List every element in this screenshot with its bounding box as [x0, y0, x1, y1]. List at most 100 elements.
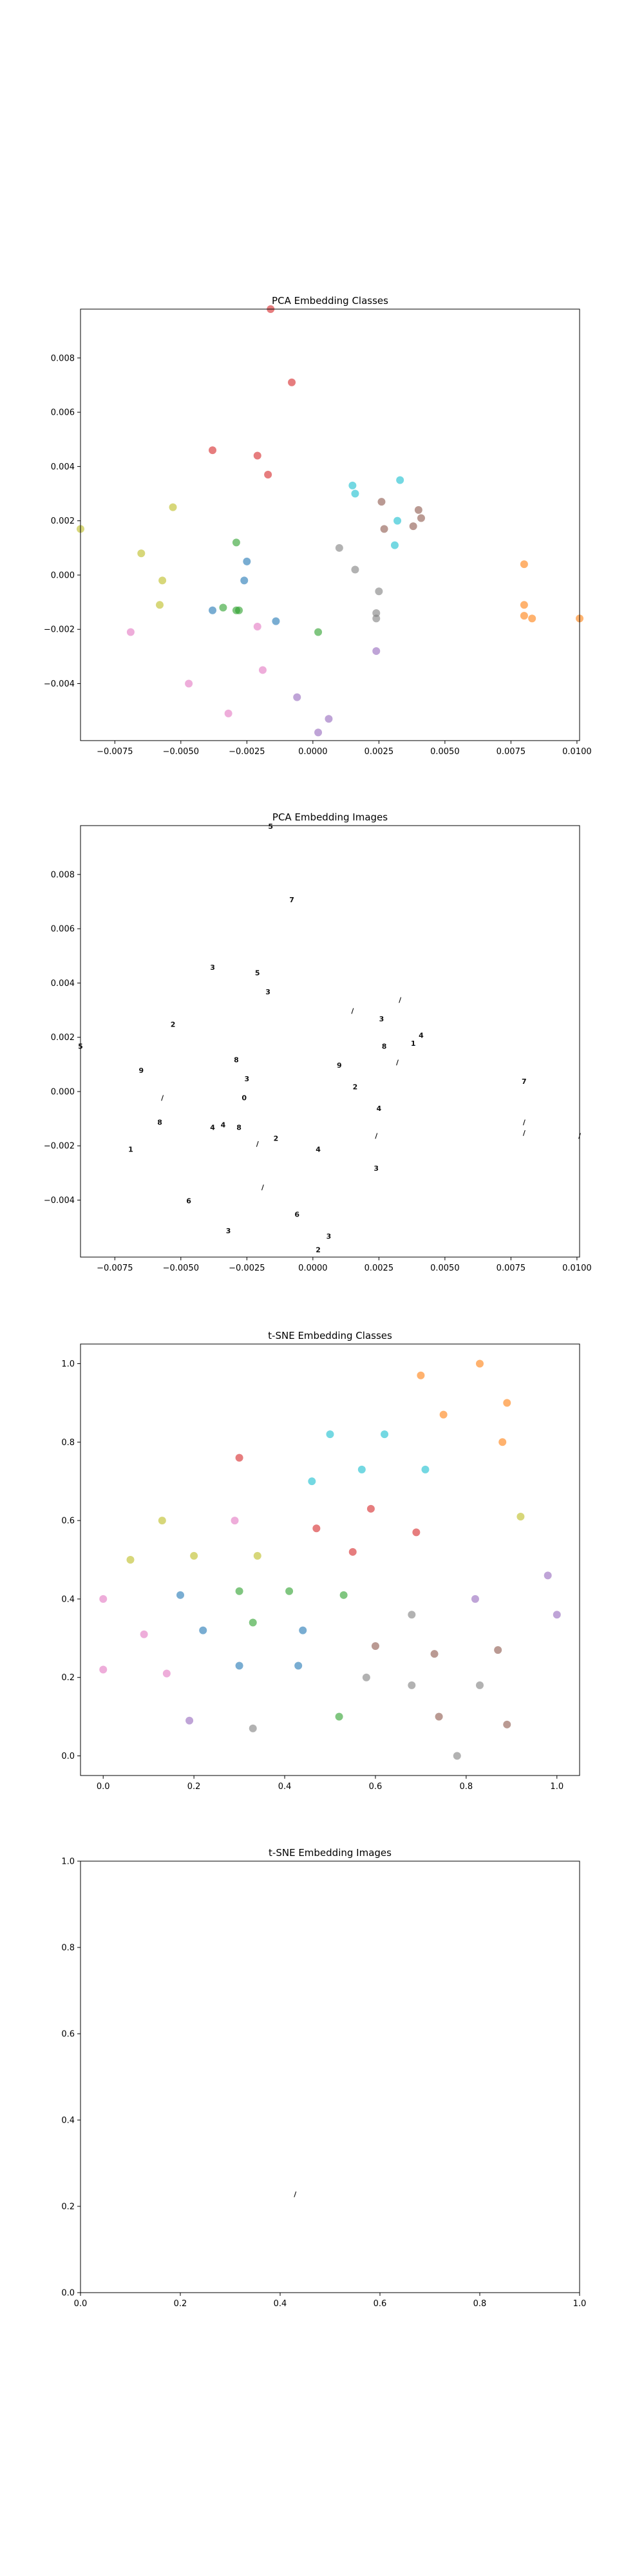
image-thumbnail-point: 8	[236, 1124, 242, 1132]
data-point	[476, 1681, 484, 1689]
data-point	[375, 587, 383, 596]
data-point	[439, 1410, 448, 1419]
y-tick-label: −0.004	[44, 1196, 75, 1206]
y-tick-label: 0.4	[61, 2116, 75, 2126]
data-point	[414, 506, 422, 514]
data-point	[498, 1438, 507, 1446]
image-thumbnail-point: 1	[411, 1039, 416, 1048]
chart-panel-3: t-SNE Embedding Classes 0.0 0.2 0.4 0.6 0.8 1.…	[61, 1330, 580, 1792]
data-point	[494, 1646, 502, 1654]
y-tick-label: 0.0	[61, 1752, 75, 1761]
data-point	[351, 565, 359, 574]
data-point	[314, 728, 323, 737]
data-point	[377, 498, 386, 506]
data-point	[325, 715, 333, 723]
data-point	[126, 628, 135, 636]
data-point	[520, 612, 528, 620]
x-tick-label: 0.0100	[562, 1264, 592, 1273]
y-tick-label: 0.006	[51, 408, 75, 418]
x-tick-label: 0.2	[174, 2299, 187, 2309]
y-tick-label: −0.002	[44, 1142, 75, 1151]
chart-title: PCA Embedding Classes	[272, 295, 388, 307]
y-tick-label: 0.8	[61, 1438, 75, 1448]
image-thumbnail-point: 4	[210, 1124, 215, 1132]
data-point	[417, 1371, 425, 1379]
image-thumbnail-point: /	[396, 1059, 399, 1067]
y-tick-label: 0.004	[51, 462, 75, 472]
image-thumbnail-point: 4	[221, 1121, 226, 1130]
x-tick-label: 0.8	[460, 1782, 473, 1792]
image-thumbnail-point: 6	[186, 1197, 191, 1206]
data-point	[408, 1611, 416, 1619]
y-tick-label: 0.006	[51, 925, 75, 934]
data-point	[294, 1662, 303, 1670]
data-point	[453, 1752, 461, 1760]
y-tick-label: 0.002	[51, 516, 75, 526]
chart-panel-4: t-SNE Embedding Images / 0.0 0.2 0.4 0.6 0.8 1.…	[61, 1847, 586, 2309]
data-point	[99, 1665, 108, 1674]
data-point	[99, 1595, 108, 1603]
plot-frame	[80, 308, 580, 741]
image-thumbnail-point: /	[523, 1129, 526, 1137]
data-point	[409, 522, 417, 531]
y-tick-label: 0.000	[51, 571, 75, 580]
data-point	[158, 576, 167, 585]
data-point	[231, 1517, 239, 1525]
data-point	[528, 614, 536, 623]
x-tick-label: 0.0050	[430, 747, 460, 757]
data-point	[430, 1650, 439, 1658]
image-thumbnail-point: /	[261, 1183, 265, 1191]
image-thumbnail-point: /	[351, 1007, 354, 1016]
data-point	[553, 1611, 561, 1619]
data-point	[393, 516, 402, 525]
y-tick-label: 0.2	[61, 1673, 75, 1683]
x-tick-label: 0.8	[473, 2299, 487, 2309]
x-tick-label: 0.0000	[298, 1264, 328, 1273]
y-tick-label: 1.0	[61, 1359, 75, 1369]
data-point	[412, 1528, 421, 1537]
x-tick-label: −0.0050	[163, 1264, 199, 1273]
image-thumbnail-point: /	[399, 996, 402, 1005]
image-thumbnail-point: 6	[294, 1211, 299, 1219]
data-point	[417, 514, 425, 522]
image-thumbnail-point: 9	[138, 1066, 144, 1075]
x-tick-label: 0.0100	[562, 747, 592, 757]
data-point	[372, 614, 381, 623]
data-point	[544, 1571, 552, 1580]
image-thumbnail-point: 3	[226, 1227, 231, 1235]
data-point	[176, 1591, 184, 1599]
image-thumbnail-point: 4	[419, 1031, 424, 1039]
data-point	[421, 1465, 430, 1473]
data-point	[335, 544, 343, 552]
x-tick-label: 0.0	[97, 1782, 110, 1792]
image-thumbnail-point: 3	[245, 1075, 250, 1083]
y-tick-label: 0.6	[61, 2030, 75, 2040]
image-thumbnail-point: /	[375, 1132, 378, 1140]
x-tick-label: 0.0050	[430, 1264, 460, 1273]
data-point	[503, 1399, 511, 1407]
image-thumbnail-point: 2	[316, 1245, 321, 1254]
data-point	[264, 471, 272, 479]
data-point	[520, 601, 528, 609]
x-tick-label: 0.0	[74, 2299, 88, 2309]
data-point	[209, 606, 217, 614]
data-point	[209, 446, 217, 455]
data-point	[190, 1551, 198, 1560]
y-tick-label: −0.002	[44, 625, 75, 635]
data-point	[249, 1724, 257, 1732]
y-tick-label: 0.0	[61, 2289, 75, 2298]
y-tick-label: 0.000	[51, 1087, 75, 1097]
data-point	[285, 1587, 294, 1595]
plot-frame	[80, 1343, 580, 1776]
data-point	[232, 606, 240, 614]
x-tick-label: −0.0075	[97, 747, 133, 757]
data-point	[140, 1630, 148, 1638]
data-point	[272, 617, 280, 625]
data-point	[357, 1465, 366, 1473]
data-point	[372, 609, 381, 617]
x-tick-label: 0.0025	[365, 1264, 394, 1273]
y-tick-label: 0.008	[51, 354, 75, 363]
data-point	[293, 693, 301, 701]
y-tick-label: −0.004	[44, 679, 75, 689]
